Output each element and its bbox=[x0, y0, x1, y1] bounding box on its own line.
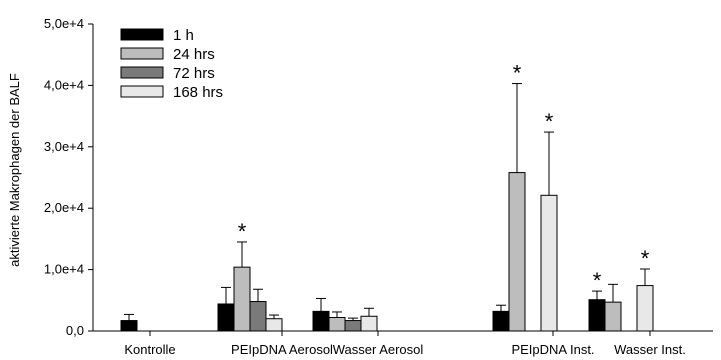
legend-swatch bbox=[120, 85, 164, 98]
legend-label: 72 hrs bbox=[173, 65, 215, 82]
bar bbox=[249, 301, 267, 332]
y-tick-label: 4,0e+4 bbox=[44, 77, 84, 92]
bar bbox=[120, 320, 138, 332]
bar bbox=[604, 301, 622, 332]
legend-label: 168 hrs bbox=[173, 84, 223, 101]
significance-star: * bbox=[593, 268, 602, 293]
bar bbox=[328, 316, 346, 332]
legend-label: 24 hrs bbox=[173, 46, 215, 63]
x-tick-label: PEIpDNA Aerosol bbox=[231, 342, 333, 357]
significance-star: * bbox=[545, 109, 554, 134]
significance-star: * bbox=[238, 219, 247, 244]
bar bbox=[217, 303, 235, 332]
bar bbox=[344, 320, 362, 332]
bar bbox=[636, 285, 654, 332]
y-tick-label: 5,0e+4 bbox=[44, 16, 84, 31]
plot-area: * * * * * bbox=[120, 61, 654, 332]
bar bbox=[492, 310, 510, 332]
bar bbox=[233, 266, 251, 332]
x-tick-label: Wasser Aerosol bbox=[333, 342, 424, 357]
significance-star: * bbox=[513, 61, 522, 86]
legend-swatch bbox=[120, 28, 164, 41]
legend-label: 1 h bbox=[173, 27, 194, 44]
bar bbox=[540, 194, 558, 332]
y-axis-title: aktivierte Makrophagen der BALF bbox=[7, 73, 22, 267]
bar bbox=[508, 172, 526, 332]
y-tick-label: 2,0e+4 bbox=[44, 200, 84, 215]
legend: 1 h 24 hrs 72 hrs 168 hrs bbox=[120, 27, 223, 101]
bar bbox=[360, 315, 378, 332]
x-tick-label: Kontrolle bbox=[124, 342, 175, 357]
bar bbox=[265, 318, 283, 332]
bar bbox=[588, 299, 606, 332]
significance-star: * bbox=[641, 246, 650, 271]
y-tick-label: 0,0 bbox=[66, 323, 84, 338]
bar bbox=[312, 310, 330, 332]
y-tick-label: 1,0e+4 bbox=[44, 262, 84, 277]
y-tick-label: 3,0e+4 bbox=[44, 139, 84, 154]
x-tick-label: Wasser Inst. bbox=[614, 342, 686, 357]
legend-swatch bbox=[120, 66, 164, 79]
legend-swatch bbox=[120, 47, 164, 60]
x-tick-label: PEIpDNA Inst. bbox=[511, 342, 594, 357]
axes: 0,0 1,0e+4 2,0e+4 3,0e+4 4,0e+4 5,0e+4 Kontrol… bbox=[44, 16, 713, 357]
